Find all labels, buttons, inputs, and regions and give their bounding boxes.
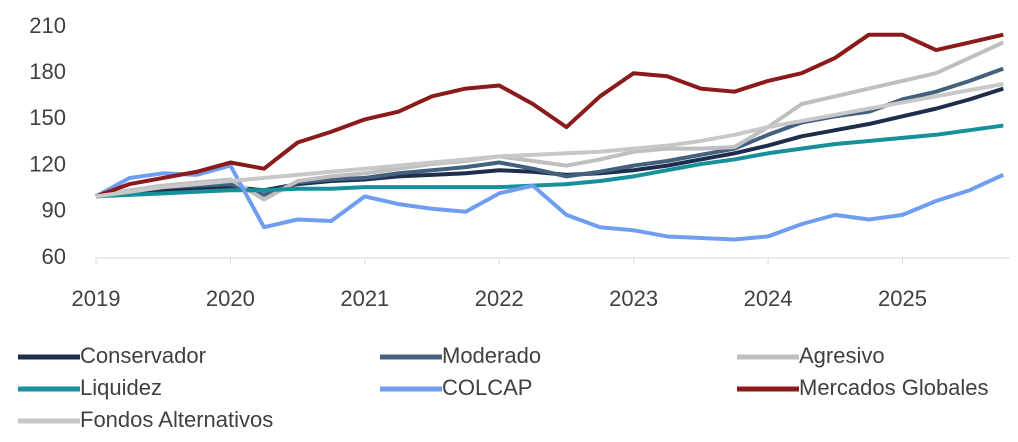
x-tick-label: 2025 — [878, 286, 927, 311]
series-line — [95, 123, 1004, 199]
legend-label: Liquidez — [80, 375, 162, 400]
legend-label: Conservador — [80, 343, 206, 368]
x-tick-label: 2019 — [72, 286, 121, 311]
y-tick-label: 60 — [42, 244, 66, 269]
x-tick-label: 2020 — [206, 286, 255, 311]
x-tick-label: 2022 — [475, 286, 524, 311]
x-tick-label: 2021 — [340, 286, 389, 311]
series-line — [95, 32, 1004, 199]
series-line — [95, 40, 1005, 202]
legend-label: Moderado — [442, 343, 541, 368]
legend-label: Agresivo — [799, 343, 885, 368]
y-tick-label: 120 — [29, 151, 66, 176]
y-tick-label: 180 — [29, 59, 66, 84]
y-tick-label: 150 — [29, 105, 66, 130]
legend-label: COLCAP — [442, 375, 532, 400]
legend-label: Mercados Globales — [799, 375, 989, 400]
y-tick-label: 90 — [42, 198, 66, 223]
series-line — [95, 82, 1004, 199]
series-line — [95, 163, 1005, 242]
y-tick-label: 210 — [29, 13, 66, 38]
legend-label: Fondos Alternativos — [80, 407, 273, 432]
x-tick-label: 2023 — [609, 286, 658, 311]
x-tick-label: 2024 — [744, 286, 793, 311]
